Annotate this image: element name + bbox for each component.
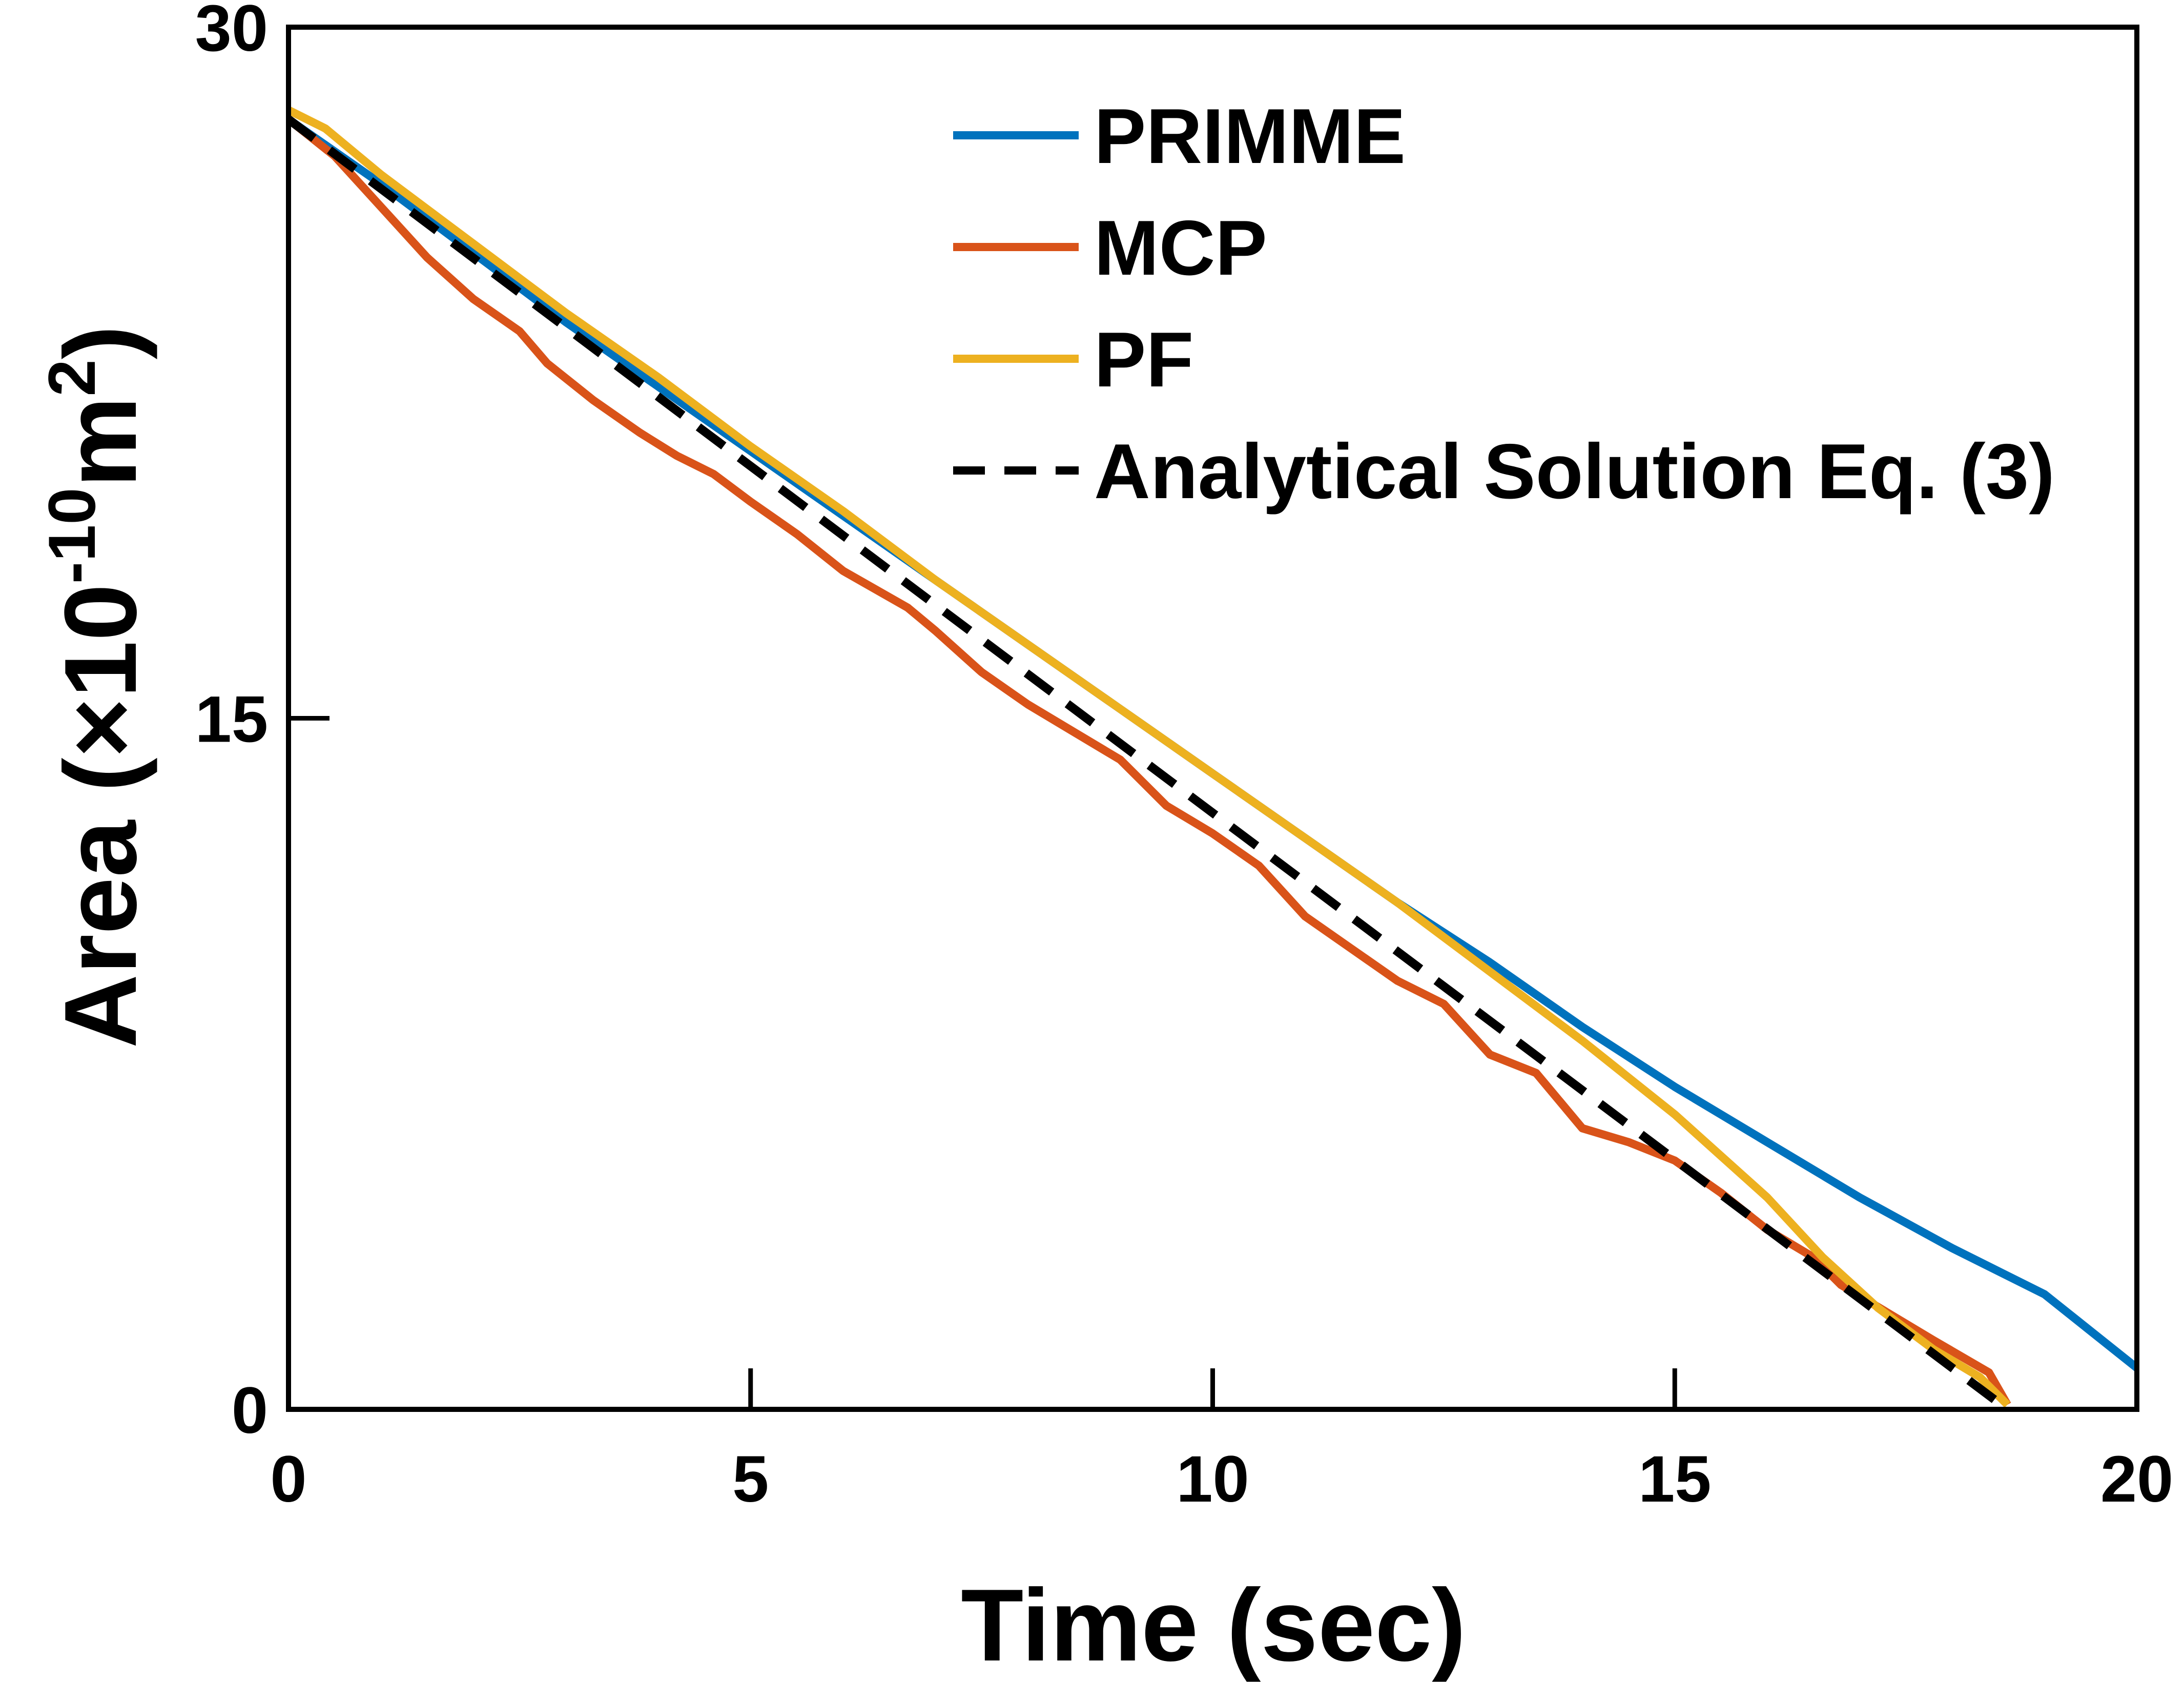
y-axis-label-suffix: ) [44,325,158,360]
y-axis-label-unit: m [44,397,158,488]
y-axis-label: Area (×10-10m2) [34,325,158,1049]
legend-label-analytical-solution-eq-3: Analytical Solution Eq. (3) [1094,428,2055,515]
tick-layer: 0 5 10 15 20 0 15 30 [195,0,2174,1516]
x-tick-label: 15 [1638,1443,1711,1516]
x-tick-label: 10 [1176,1443,1249,1516]
y-tick-label: 0 [232,1374,268,1447]
series-line-pf [286,106,2011,1408]
x-tick-label: 20 [2100,1443,2173,1516]
y-axis-label-exponent-1: -10 [34,487,109,584]
legend-label-primme: PRIMME [1094,93,1406,180]
y-axis-label-exponent-2: 2 [34,359,109,396]
y-axis-label-prefix: Area (×10 [44,584,158,1048]
legend: PRIMME MCP PF Analytical Solution Eq. (3) [953,93,2055,515]
x-tick-label: 5 [732,1443,769,1516]
x-axis-label: Time (sec) [961,1568,1466,1682]
x-tick-label: 0 [270,1443,306,1516]
legend-label-mcp: MCP [1094,204,1267,292]
y-tick-label: 15 [195,683,268,756]
series-layer [285,106,2139,1413]
legend-label-pf: PF [1094,316,1193,403]
y-tick-label: 30 [195,0,268,65]
